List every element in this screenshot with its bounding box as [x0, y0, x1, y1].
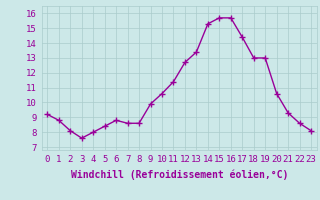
X-axis label: Windchill (Refroidissement éolien,°C): Windchill (Refroidissement éolien,°C): [70, 169, 288, 180]
